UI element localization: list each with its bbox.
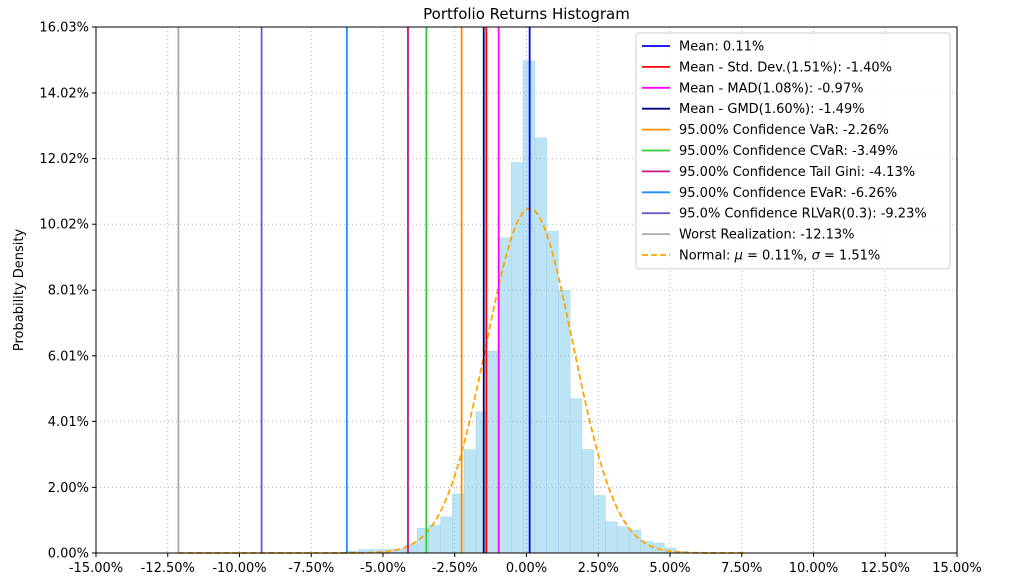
legend-entry-label: 95.00% Confidence CVaR: -3.49% <box>679 144 898 159</box>
histogram-bar <box>463 449 477 554</box>
y-tick-label: 12.02% <box>39 152 89 167</box>
legend-entry-label: Mean - MAD(1.08%): -0.97% <box>679 81 863 96</box>
x-tick-label: -12.50% <box>141 561 195 576</box>
x-tick-label: -10.00% <box>212 561 266 576</box>
y-tick-label: 0.00% <box>48 547 89 562</box>
y-tick-label: 10.02% <box>39 218 89 233</box>
histogram-bar <box>628 529 642 554</box>
x-tick-label: 10.00% <box>789 561 839 576</box>
risk-lines <box>177 27 531 553</box>
x-tick-label: 0.00% <box>506 561 547 576</box>
x-axis: -15.00% -12.50% -10.00% -7.50% -5.00% -2.50% 0… <box>69 553 982 576</box>
legend-entry-label: 95.00% Confidence VaR: -2.26% <box>679 123 889 138</box>
y-tick-label: 2.00% <box>48 481 89 496</box>
x-tick-label: -15.00% <box>69 561 123 576</box>
y-tick-label: 16.03% <box>39 21 89 36</box>
y-axis-label: Probability Density <box>12 229 27 352</box>
y-tick-label: 6.01% <box>48 349 89 364</box>
histogram-bar <box>546 231 559 554</box>
x-tick-label: 5.00% <box>649 561 690 576</box>
histogram-bar <box>440 516 453 554</box>
x-tick-label: 12.50% <box>860 561 910 576</box>
histogram-bar <box>605 521 618 554</box>
legend-entry-label: 95.00% Confidence EVaR: -6.26% <box>679 186 897 201</box>
y-tick-label: 8.01% <box>48 284 89 299</box>
legend: Mean: 0.11% Mean - Std. Dev.(1.51%): -1.4… <box>635 32 951 270</box>
x-tick-label: 15.00% <box>932 561 982 576</box>
x-tick-label: -7.50% <box>288 561 334 576</box>
histogram-bar <box>569 398 583 554</box>
histogram-bar <box>499 237 512 554</box>
histogram-bar <box>616 526 630 554</box>
legend-entry-label: Mean - GMD(1.60%): -1.49% <box>679 102 865 117</box>
legend-box <box>635 32 951 270</box>
legend-entry-label: Normal: μ = 0.11%, σ = 1.51% <box>679 249 880 264</box>
legend-entry-label: 95.00% Confidence Tail Gini: -4.13% <box>679 165 915 180</box>
y-axis: 0.00% 2.00% 4.01% 6.01% 8.01% 10.02% 12.02% 14.… <box>39 21 96 562</box>
histogram-bar <box>487 350 500 554</box>
histogram-bar <box>640 541 653 554</box>
histogram-bar <box>428 524 441 554</box>
y-tick-label: 4.01% <box>48 415 89 430</box>
y-tick-label: 14.02% <box>39 86 89 101</box>
x-tick-label: 2.50% <box>578 561 619 576</box>
legend-entry-label: Mean - Std. Dev.(1.51%): -1.40% <box>679 60 892 75</box>
legend-entry-label: Worst Realization: -12.13% <box>679 228 855 243</box>
chart-title: Portfolio Returns Histogram <box>423 5 630 23</box>
histogram-bar <box>534 137 547 554</box>
x-tick-label: 7.50% <box>721 561 762 576</box>
histogram-bar <box>581 449 594 554</box>
legend-entry-label: 95.0% Confidence RLVaR(0.3): -9.23% <box>679 207 927 222</box>
x-tick-label: -5.00% <box>360 561 406 576</box>
histogram-bar <box>558 290 571 554</box>
x-tick-label: -2.50% <box>432 561 478 576</box>
histogram-bar <box>593 495 606 554</box>
legend-entry-label: Mean: 0.11% <box>679 40 764 55</box>
